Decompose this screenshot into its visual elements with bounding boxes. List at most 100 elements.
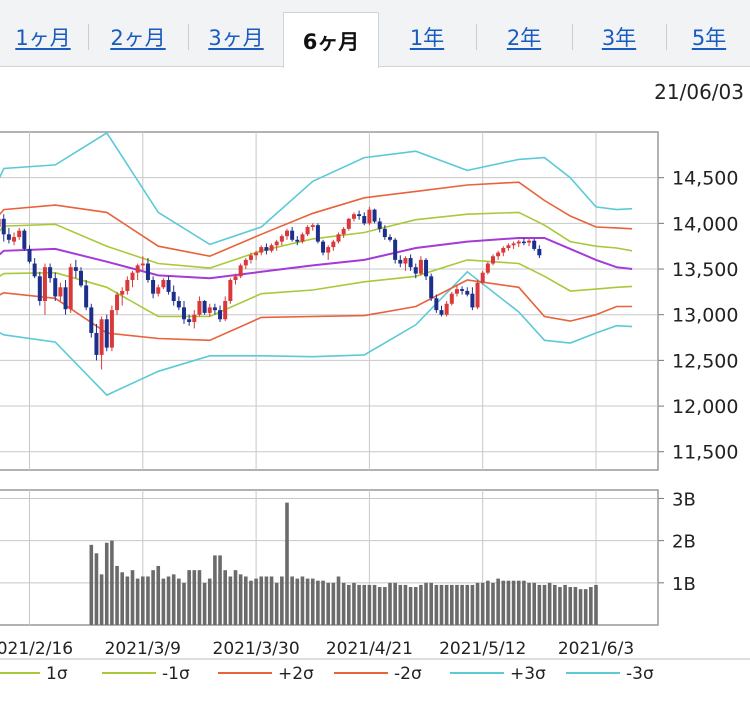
volume-bar xyxy=(408,587,413,625)
candle-body xyxy=(382,228,387,238)
volume-bar xyxy=(542,584,547,625)
volume-bar xyxy=(94,553,99,625)
tab-6-months[interactable]: 6ヶ月 xyxy=(283,12,379,68)
legend-item: 1σ xyxy=(0,664,68,684)
x-tick-label: 2021/3/9 xyxy=(105,639,181,659)
candle-body xyxy=(532,240,537,249)
tab-separator xyxy=(666,24,667,50)
volume-bar xyxy=(501,580,506,625)
candle-body xyxy=(259,247,264,253)
volume-bar xyxy=(496,578,500,625)
tab-3-years[interactable]: 3年 xyxy=(601,26,637,50)
candle-body xyxy=(161,279,166,288)
candle-body xyxy=(12,237,17,242)
candle-body xyxy=(109,310,114,348)
candle-body xyxy=(125,279,130,291)
volume-bar xyxy=(207,578,212,625)
volume-bar xyxy=(475,582,480,625)
volume-bar xyxy=(491,582,495,625)
volume-bar xyxy=(238,574,243,625)
candle-body xyxy=(156,287,161,294)
period-tab-bar: 1ヶ月 2ヶ月 3ヶ月 6ヶ月 1年 2年 3年 5年 xyxy=(0,0,750,68)
candle-body xyxy=(32,263,37,277)
x-tick-label: 2021/5/12 xyxy=(439,639,526,659)
candle-body xyxy=(346,218,351,229)
tab-2-years[interactable]: 2年 xyxy=(506,26,542,50)
volume-bar xyxy=(347,584,351,625)
candle-body xyxy=(202,301,207,313)
volume-tick-label: 1B xyxy=(672,574,696,595)
candle-body xyxy=(434,298,439,311)
volume-bar xyxy=(439,584,444,625)
volume-bar xyxy=(274,582,279,625)
candle-body xyxy=(460,289,465,291)
volume-bar xyxy=(511,580,516,625)
candle-body xyxy=(197,301,202,315)
candle-body xyxy=(377,221,382,229)
volume-bar xyxy=(424,582,428,625)
chart-date-label: 21/06/03 xyxy=(654,80,744,104)
bollinger-plus3-line xyxy=(0,131,633,246)
candle-body xyxy=(48,267,53,279)
volume-bar xyxy=(377,587,382,625)
candle-body xyxy=(17,230,22,238)
volume-bar xyxy=(516,580,521,625)
candle-body xyxy=(326,247,331,253)
candle-body xyxy=(238,265,243,277)
volume-bar xyxy=(310,578,315,625)
volume-bar xyxy=(398,584,403,625)
tab-3-months[interactable]: 3ヶ月 xyxy=(208,26,264,50)
tab-5-years[interactable]: 5年 xyxy=(691,26,727,50)
volume-bar xyxy=(213,555,217,625)
volume-bar xyxy=(228,576,233,625)
candle-body xyxy=(37,276,42,301)
volume-bar xyxy=(285,502,289,625)
volume-bar xyxy=(383,587,387,625)
tab-1-month[interactable]: 1ヶ月 xyxy=(15,26,71,50)
volume-bar xyxy=(280,576,284,625)
candle-body xyxy=(444,303,449,315)
tab-separator xyxy=(188,24,189,50)
candle-body xyxy=(151,279,156,294)
candle-body xyxy=(305,227,310,235)
tab-2-months[interactable]: 2ヶ月 xyxy=(110,26,166,50)
candle-body xyxy=(537,248,542,256)
volume-bar xyxy=(197,570,202,625)
volume-bar xyxy=(316,580,320,625)
candle-body xyxy=(192,314,197,323)
candle-body xyxy=(264,247,269,251)
candle-body xyxy=(429,276,434,299)
candle-body xyxy=(176,301,181,308)
tab-1-year[interactable]: 1年 xyxy=(409,26,445,50)
candle-body xyxy=(485,263,490,273)
candle-body xyxy=(182,307,186,320)
candle-body xyxy=(42,267,47,301)
volume-bar xyxy=(589,587,593,625)
volume-bar xyxy=(527,582,531,625)
y-tick-label: 14,000 xyxy=(672,213,738,235)
candle-body xyxy=(501,248,506,253)
volume-bar xyxy=(372,584,377,625)
candle-body xyxy=(398,259,403,264)
tab-separator xyxy=(88,24,89,50)
volume-bar xyxy=(115,565,119,625)
candle-body xyxy=(166,279,171,292)
volume-bar xyxy=(362,584,367,625)
candle-body xyxy=(248,255,253,260)
volume-bar xyxy=(341,582,346,625)
legend-label: 1σ xyxy=(46,664,68,684)
candle-body xyxy=(68,267,73,310)
volume-bar xyxy=(177,578,181,625)
candle-body xyxy=(454,289,459,294)
volume-bar xyxy=(187,570,191,625)
candle-body xyxy=(58,287,63,297)
volume-bar xyxy=(563,584,567,625)
volume-bar xyxy=(506,580,511,625)
candle-body xyxy=(351,214,356,219)
candle-body xyxy=(6,234,11,240)
volume-bar xyxy=(202,582,207,625)
volume-bar xyxy=(141,576,145,625)
volume-bar xyxy=(594,584,598,625)
candle-body xyxy=(207,307,212,313)
candle-body xyxy=(290,230,295,240)
